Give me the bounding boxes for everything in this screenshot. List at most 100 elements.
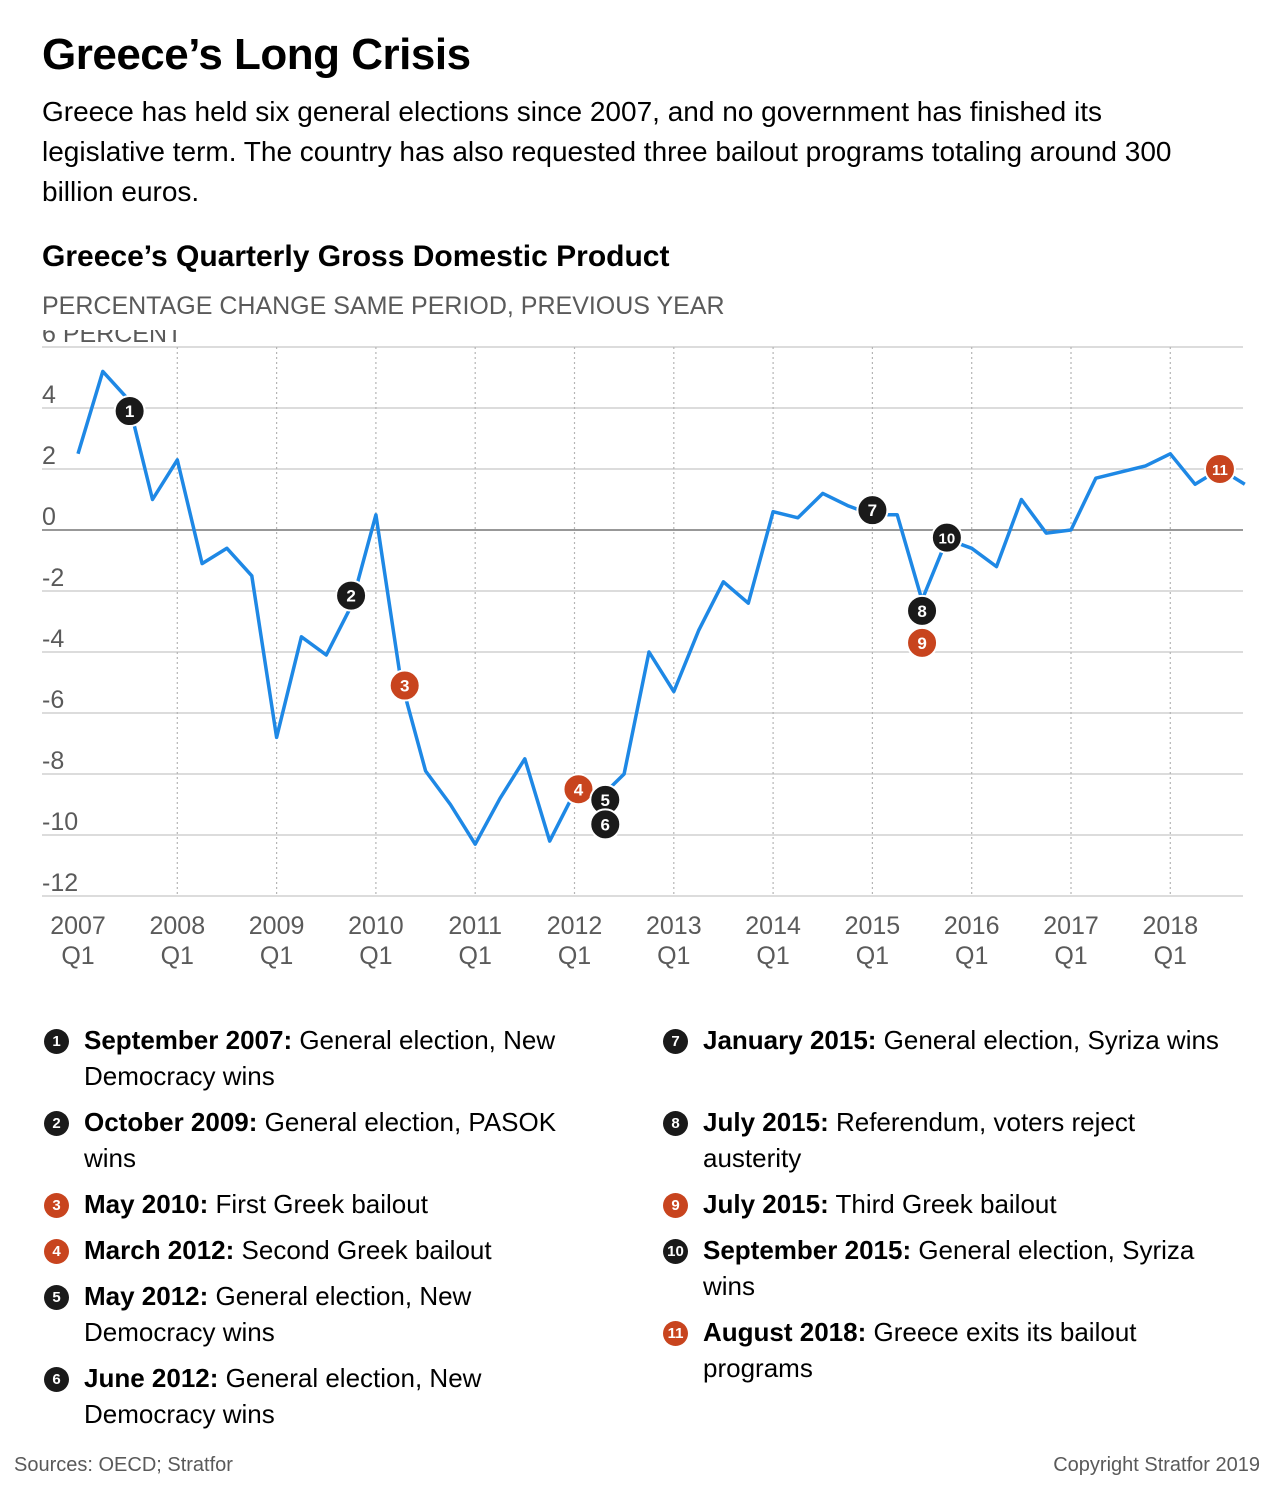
event-marker-label: 7 <box>868 501 877 520</box>
event-marker-label: 4 <box>574 780 584 799</box>
annotation-item: 6 June 2012: General election, New Democr… <box>44 1360 584 1432</box>
y-tick-label: -4 <box>42 625 64 653</box>
x-tick-year: 2016 <box>944 912 1000 940</box>
annotation-text-block: May 2010: First Greek bailout <box>84 1186 584 1222</box>
annotation-number-badge: 3 <box>44 1193 69 1218</box>
event-marker <box>113 395 146 428</box>
annotation-description: General election, Syriza wins <box>703 1235 1195 1301</box>
x-tick-quarter: Q1 <box>756 942 789 970</box>
annotation-text-block: January 2015: General election, Syriza w… <box>703 1022 1223 1058</box>
chart-title: Greece’s Quarterly Gross Domestic Produc… <box>42 240 670 273</box>
y-tick-label: -8 <box>42 747 64 775</box>
annotation-description: General election, Syriza wins <box>876 1025 1219 1055</box>
x-tick-quarter: Q1 <box>955 942 988 970</box>
x-tick-quarter: Q1 <box>260 942 293 970</box>
x-tick-quarter: Q1 <box>558 942 591 970</box>
event-marker <box>930 521 963 554</box>
event-marker <box>856 494 889 527</box>
x-tick-quarter: Q1 <box>1054 942 1087 970</box>
annotation-item: 3 May 2010: First Greek bailout <box>44 1186 584 1222</box>
event-marker <box>388 669 421 702</box>
annotation-date: October 2009: <box>84 1107 258 1137</box>
annotation-item: 5 May 2012: General election, New Democra… <box>44 1278 584 1350</box>
annotation-text-block: March 2012: Second Greek bailout <box>84 1232 584 1268</box>
x-tick-year: 2013 <box>646 912 702 940</box>
event-marker-label: 10 <box>939 531 956 548</box>
annotation-text-block: October 2009: General election, PASOK wi… <box>84 1104 584 1176</box>
event-marker-label: 6 <box>601 815 610 834</box>
annotation-description: General election, New Democracy wins <box>84 1363 482 1429</box>
sources-note: Sources: OECD; Stratfor <box>14 1454 233 1476</box>
annotation-date: July 2015: <box>703 1107 829 1137</box>
event-marker-label: 5 <box>601 791 610 810</box>
page-subtitle: Greece has held six general elections si… <box>42 96 1172 207</box>
annotation-description: General election, PASOK wins <box>84 1107 557 1173</box>
y-tick-label: 2 <box>42 442 56 470</box>
annotation-date: September 2007: <box>84 1025 293 1055</box>
x-tick-year: 2010 <box>348 912 404 940</box>
x-tick-quarter: Q1 <box>61 942 94 970</box>
annotation-item: 8 July 2015: Referendum, voters reject au… <box>663 1104 1223 1176</box>
x-tick-year: 2008 <box>149 912 205 940</box>
annotation-number-badge: 1 <box>44 1029 69 1054</box>
event-marker-label: 3 <box>400 677 409 696</box>
annotation-date: July 2015: <box>703 1189 829 1219</box>
x-tick-quarter: Q1 <box>359 942 392 970</box>
event-marker <box>906 594 939 627</box>
annotation-description: Referendum, voters reject austerity <box>703 1107 1136 1173</box>
x-tick-year: 2009 <box>249 912 305 940</box>
event-marker-label: 9 <box>917 634 926 653</box>
annotation-number-badge: 6 <box>44 1367 69 1392</box>
annotation-number-badge: 8 <box>663 1111 688 1136</box>
event-marker <box>589 808 622 841</box>
x-tick-year: 2012 <box>547 912 603 940</box>
annotation-date: August 2018: <box>703 1317 867 1347</box>
gdp-series-line <box>76 369 1246 846</box>
x-tick-quarter: Q1 <box>657 942 690 970</box>
annotation-description: Third Greek bailout <box>828 1189 1057 1219</box>
annotation-date: May 2010: <box>84 1189 209 1219</box>
annotation-text-block: July 2015: Third Greek bailout <box>703 1186 1223 1222</box>
y-tick-label: -6 <box>42 686 64 714</box>
annotation-description: Greece exits its bailout programs <box>703 1317 1137 1383</box>
x-tick-quarter: Q1 <box>856 942 889 970</box>
annotation-text-block: August 2018: Greece exits its bailout pr… <box>703 1314 1223 1386</box>
x-tick-year: 2011 <box>448 912 502 940</box>
annotation-text-block: September 2015: General election, Syriza… <box>703 1232 1223 1304</box>
annotation-item: 4 March 2012: Second Greek bailout <box>44 1232 584 1268</box>
annotation-text-block: July 2015: Referendum, voters reject aus… <box>703 1104 1223 1176</box>
annotation-item: 10 September 2015: General election, Syri… <box>663 1232 1223 1304</box>
annotation-number-badge: 10 <box>663 1239 688 1264</box>
event-marker <box>1203 453 1236 485</box>
annotation-text-block: June 2012: General election, New Democra… <box>84 1360 584 1432</box>
y-tick-label: 0 <box>42 503 56 531</box>
annotation-text-block: September 2007: General election, New De… <box>84 1022 584 1094</box>
event-marker-label: 1 <box>125 402 134 421</box>
annotation-date: May 2012: <box>84 1281 209 1311</box>
y-tick-label: 4 <box>42 381 56 409</box>
x-tick-year: 2017 <box>1043 912 1099 940</box>
annotation-item: 2 October 2009: General election, PASOK w… <box>44 1104 584 1176</box>
x-tick-quarter: Q1 <box>459 942 492 970</box>
x-tick-year: 2014 <box>745 912 801 940</box>
x-tick-year: 2007 <box>50 912 106 940</box>
annotation-date: June 2012: <box>84 1363 219 1393</box>
copyright-note: Copyright Stratfor 2019 <box>1053 1454 1260 1476</box>
page-title: Greece’s Long Crisis <box>42 30 471 79</box>
annotation-number-badge: 7 <box>663 1029 688 1054</box>
y-tick-label: -10 <box>42 808 78 836</box>
x-tick-quarter: Q1 <box>161 942 194 970</box>
annotation-date: September 2015: <box>703 1235 912 1265</box>
event-marker <box>906 626 939 659</box>
annotation-description: Second Greek bailout <box>234 1235 492 1265</box>
annotation-description: General election, New Democracy wins <box>84 1281 472 1347</box>
y-tick-label: -12 <box>42 869 78 897</box>
y-tick-label: 6 PERCENT <box>42 330 182 348</box>
event-marker-label: 2 <box>346 587 355 606</box>
event-marker <box>335 579 368 612</box>
annotation-number-badge: 2 <box>44 1111 69 1136</box>
annotation-item: 9 July 2015: Third Greek bailout <box>663 1186 1223 1222</box>
x-tick-quarter: Q1 <box>1154 942 1187 970</box>
chart-subtitle: PERCENTAGE CHANGE SAME PERIOD, PREVIOUS … <box>42 292 725 320</box>
annotation-item: 11 August 2018: Greece exits its bailout … <box>663 1314 1223 1386</box>
